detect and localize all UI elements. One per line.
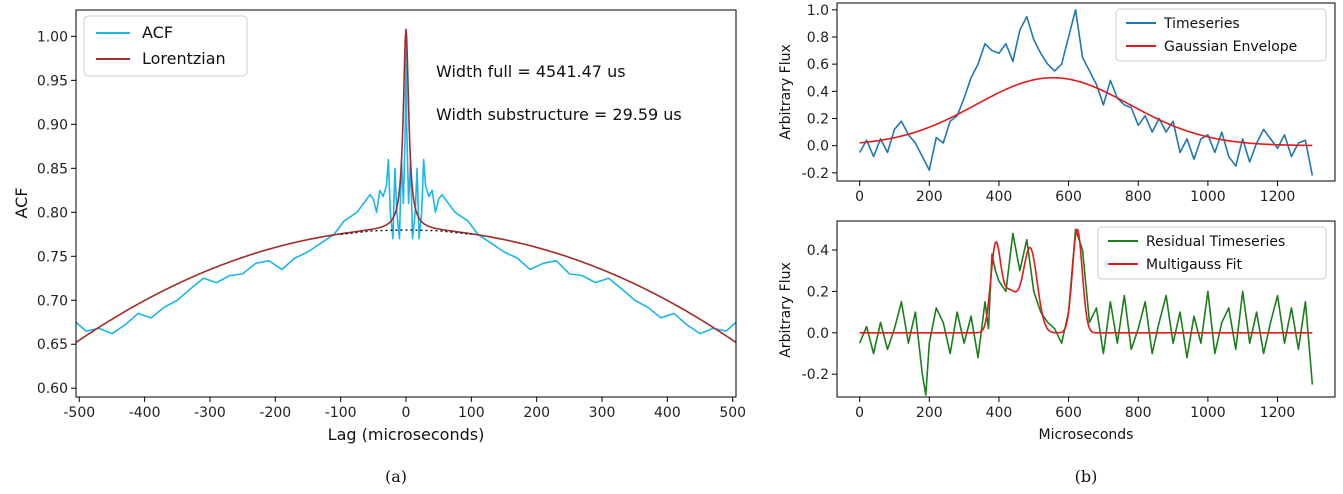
panel-b-top-ytick-label: -0.2 [802,166,829,182]
panel-b-top-ytick-label: 0.6 [807,57,829,73]
panel-a-legend: ACF Lorentzian [83,15,248,77]
panel-b-bottom-legend: Residual Timeseries Multigauss Fit [1097,226,1327,280]
panel-b-bottom-xtick-label: 400 [986,405,1013,421]
caption-b: (b) [1075,467,1098,486]
panel-a-xlabel: Lag (microseconds) [328,425,485,444]
panel-b-top-series-timeseries [858,8,1314,176]
legend-label-lorentzian: Lorentzian [142,49,226,68]
legend-label-residual-timeseries: Residual Timeseries [1146,234,1285,250]
panel-a-series-lorentzian [75,28,737,344]
panel-b-bottom-residual-chart: 0 200 400 600 800 1000 1200 -0.2 0.0 0.2 0.4 Micro… [778,220,1336,443]
panel-a-ytick-label: 0.65 [37,337,68,353]
panel-b-bottom-series [858,228,1314,396]
panel-a-ytick-label: 0.80 [37,205,68,221]
panel-a-ytick-label: 0.90 [37,117,68,133]
panel-b-bottom-ylabel: Arbitrary Flux [778,262,794,358]
panel-b-top-xtick-label: 0 [855,189,864,205]
panel-a-legend-box [83,15,248,77]
panel-b-top-ticks: 0 200 400 600 800 1000 1200 -0.2 0.0 0.2 0.4 0.6 0.8… [802,3,1296,205]
panel-a-ytick-label: 0.85 [37,161,68,177]
panel-a-ytick-label: 1.00 [37,29,68,45]
panel-b-top-xtick-label: 200 [916,189,943,205]
panel-b-top-ytick-label: 0.0 [807,139,829,155]
panel-b-top-ylabel: Arbitrary Flux [778,44,794,140]
panel-a-series [75,28,737,344]
panel-a-xtick-label: -200 [259,405,291,421]
panel-b-top-ytick-label: 0.4 [807,84,829,100]
panel-b-bottom-series-residual-timeseries [858,228,1314,396]
panel-b-bottom-ytick-label: 0.2 [807,284,829,300]
panel-b-bottom-xtick-label: 1000 [1190,405,1226,421]
panel-a-xtick-label: 400 [654,405,681,421]
panel-b-top-series [858,8,1314,176]
panel-b-bottom-legend-box [1097,226,1327,280]
panel-b-bottom-xtick-label: 800 [1125,405,1152,421]
annotation-width-substructure: Width substructure = 29.59 us [436,105,682,124]
panel-b-bottom-axes-frame [836,220,1336,398]
panel-a-ytick-label: 0.60 [37,381,68,397]
panel-a-ytick-label: 0.70 [37,293,68,309]
panel-a-xtick-label: -500 [63,405,95,421]
panel-b-bottom-ytick-label: 0.4 [807,243,829,259]
panel-b-bottom-ytick-label: 0.0 [807,326,829,342]
panel-b-top-ytick-label: 0.8 [807,30,829,46]
panel-a-series-reference [340,229,472,235]
panel-a-xtick-label: 500 [719,405,746,421]
panel-a-xtick-label: -300 [194,405,226,421]
panel-b-bottom-xtick-label: 1200 [1260,405,1296,421]
panel-b-bottom-ytick-label: -0.2 [802,367,829,383]
panel-b-top-timeseries-chart: 0 200 400 600 800 1000 1200 -0.2 0.0 0.2 0.4 0.6 0.8… [778,2,1336,205]
panel-b-top-xtick-label: 600 [1055,189,1082,205]
panel-a-ytick-label: 0.95 [37,73,68,89]
panel-b-top-ytick-label: 1.0 [807,3,829,19]
panel-b-top-legend-box [1115,8,1327,62]
panel-a-xtick-label: -400 [129,405,161,421]
panel-b-bottom-xtick-label: 600 [1055,405,1082,421]
panel-b-bottom-series-multigauss-fit [859,228,1313,334]
legend-label-acf: ACF [142,23,173,42]
panel-a-xtick-label: 300 [589,405,616,421]
panel-b-top-xtick-label: 1000 [1190,189,1226,205]
panel-a-xtick-label: 100 [458,405,485,421]
panel-a-ytick-label: 0.75 [37,249,68,265]
panel-b-top-axes-frame [836,2,1336,182]
panel-b-top-legend: Timeseries Gaussian Envelope [1115,8,1327,62]
panel-a-xtick-label: 200 [523,405,550,421]
panel-b-bottom-xtick-label: 200 [916,405,943,421]
panel-a-xtick-label: 0 [402,405,411,421]
panel-a-acf-chart: -500 -400 -300 -200 -100 0 100 200 300 400 500 0.60… [12,9,746,444]
legend-label-multigauss-fit: Multigauss Fit [1146,257,1243,273]
panel-b-bottom-xlabel: Microseconds [1039,427,1134,443]
panel-b-top-xtick-label: 400 [986,189,1013,205]
legend-label-timeseries: Timeseries [1163,16,1240,32]
panel-a-axes-frame [75,9,737,398]
caption-a: (a) [385,467,407,486]
panel-b-top-xtick-label: 1200 [1260,189,1296,205]
panel-a-series-acf [75,35,737,335]
panel-b-bottom-ticks: 0 200 400 600 800 1000 1200 -0.2 0.0 0.2 0.4 [802,243,1296,421]
panel-b-top-ytick-label: 0.2 [807,111,829,127]
panel-b-top-xtick-label: 800 [1125,189,1152,205]
panel-b-top-series-gaussian-envelope [859,76,1313,147]
panel-b-bottom-xtick-label: 0 [855,405,864,421]
panel-a-ylabel: ACF [12,187,31,218]
legend-label-gaussian-envelope: Gaussian Envelope [1164,39,1297,55]
panel-a-ticks: -500 -400 -300 -200 -100 0 100 200 300 400 500 0.60… [37,29,746,421]
annotation-width-full: Width full = 4541.47 us [436,62,626,81]
panel-a-xtick-label: -100 [325,405,357,421]
